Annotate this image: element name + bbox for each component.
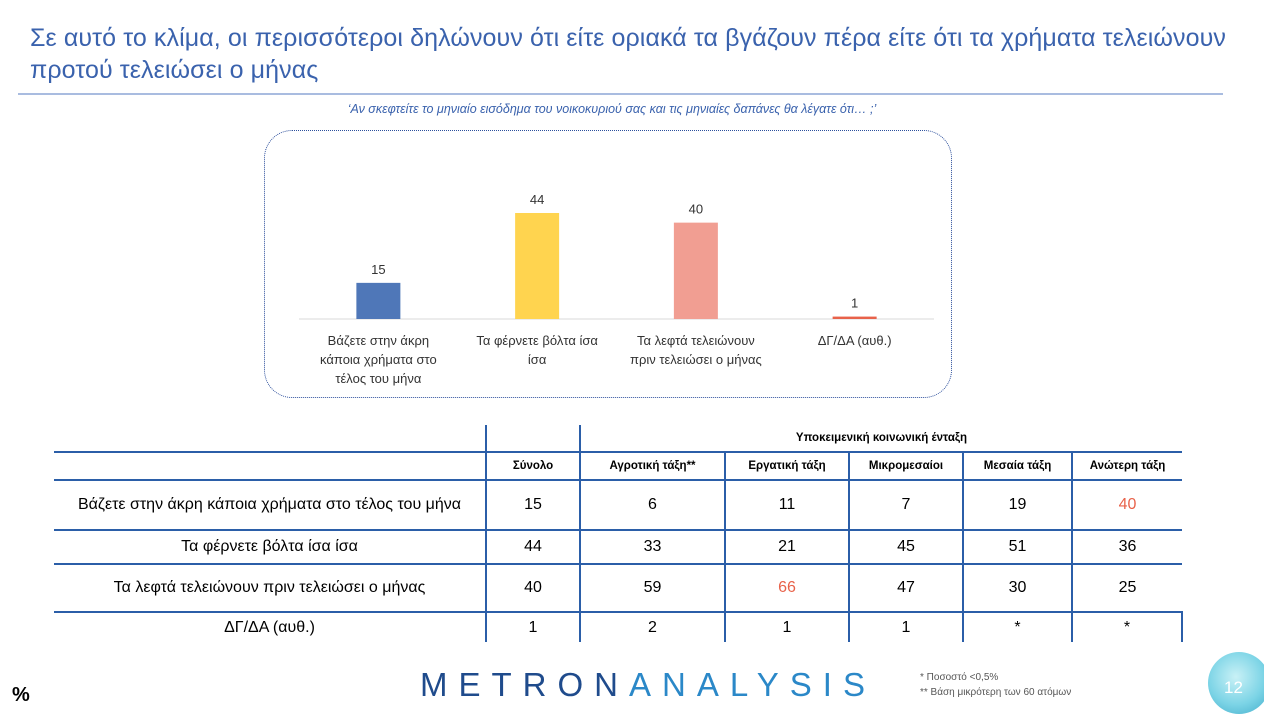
header-label-cell <box>54 452 486 481</box>
table-cell: 21 <box>724 530 849 565</box>
table-cell: * <box>962 612 1072 642</box>
col-header: Μικρομεσαίοι <box>848 452 963 481</box>
survey-question: ‘Αν σκεφτείτε το μηνιαίο εισόδημα του νο… <box>347 102 877 116</box>
table-cell: 44 <box>485 530 580 565</box>
table-cell-highlight: 40 <box>1071 480 1182 531</box>
category-label: Τα λεφτά τελειώνουν πριν τελειώσει ο μήνα… <box>630 333 762 367</box>
category-label: Τα φέρνετε βόλτα ίσα ίσα <box>476 333 598 367</box>
footnote: * Ποσοστό <0,5% <box>920 672 999 683</box>
title-divider <box>18 93 1223 95</box>
table-cell: 45 <box>848 530 963 565</box>
table-cell: 59 <box>579 564 725 613</box>
table-cell: 1 <box>848 612 963 642</box>
footnotes: * Ποσοστό <0,5% ** Βάση μικρότερη των 60… <box>920 670 1071 700</box>
table-cell: 1 <box>724 612 849 642</box>
group-header: Υποκειμενική κοινωνική ένταξη <box>579 425 1182 451</box>
data-label: 15 <box>371 262 385 277</box>
data-label: 1 <box>851 296 858 311</box>
table-cell: 47 <box>848 564 963 613</box>
table-cell: 30 <box>962 564 1072 613</box>
table-cell: 15 <box>485 480 580 531</box>
table-cell: 6 <box>579 480 725 531</box>
col-header: Ανώτερη τάξη <box>1071 452 1182 481</box>
table-cell: 33 <box>579 530 725 565</box>
data-label: 44 <box>530 192 544 207</box>
table-cell: 19 <box>962 480 1072 531</box>
bar <box>832 316 877 319</box>
table-corner <box>54 425 486 451</box>
bar <box>356 282 401 319</box>
table-cell: 2 <box>579 612 725 642</box>
row-label: ΔΓ/ΔΑ (αυθ.) <box>224 618 315 636</box>
category-label: Βάζετε στην άκρη κάποια χρήματα στο τέλος … <box>320 333 437 386</box>
table-cell: * <box>1071 612 1183 642</box>
page-number: 12 <box>1224 678 1243 697</box>
logo-part-2: ANALYSIS <box>629 666 876 703</box>
chart-frame <box>264 130 952 398</box>
logo-part-1: METRON <box>420 666 629 703</box>
col-header: Αγροτική τάξη** <box>579 452 725 481</box>
table-cell: 40 <box>485 564 580 613</box>
table-cell: 7 <box>848 480 963 531</box>
category-label: ΔΓ/ΔΑ (αυθ.) <box>818 333 892 348</box>
table-cell: 11 <box>724 480 849 531</box>
bar-chart: 15 Βάζετε στην άκρη κάποια χρήματα στο τέλο… <box>299 192 934 386</box>
table-cell: 36 <box>1071 530 1182 565</box>
row-label: Βάζετε στην άκρη κάποια χρήματα στο τέλο… <box>54 480 486 531</box>
crosstab-table: Υποκειμενική κοινωνική ένταξη Σύνολο Αγρ… <box>54 425 1183 642</box>
row-label: Τα φέρνετε βόλτα ίσα ίσα <box>54 530 486 565</box>
col-header: Μεσαία τάξη <box>962 452 1072 481</box>
bar <box>515 213 560 319</box>
slide-title: Σε αυτό το κλίμα, οι περισσότεροι δηλώνο… <box>30 24 1226 84</box>
page-number-badge <box>1208 652 1264 714</box>
table-cell: 25 <box>1071 564 1182 613</box>
table-cell-highlight: 66 <box>724 564 849 613</box>
table-cell: 51 <box>962 530 1072 565</box>
col-header: Εργατική τάξη <box>724 452 849 481</box>
col-header: Σύνολο <box>485 452 580 481</box>
footnote: ** Βάση μικρότερη των 60 ατόμων <box>920 687 1072 698</box>
bar <box>673 222 718 319</box>
percent-unit-label: % <box>12 684 30 706</box>
row-label: Τα λεφτά τελειώνουν πριν τελειώσει ο μήν… <box>54 564 486 613</box>
table-cell: 1 <box>485 612 580 642</box>
data-label: 40 <box>689 202 703 217</box>
metron-analysis-logo: METRONANALYSIS <box>420 666 876 704</box>
table-spacer <box>485 425 580 451</box>
